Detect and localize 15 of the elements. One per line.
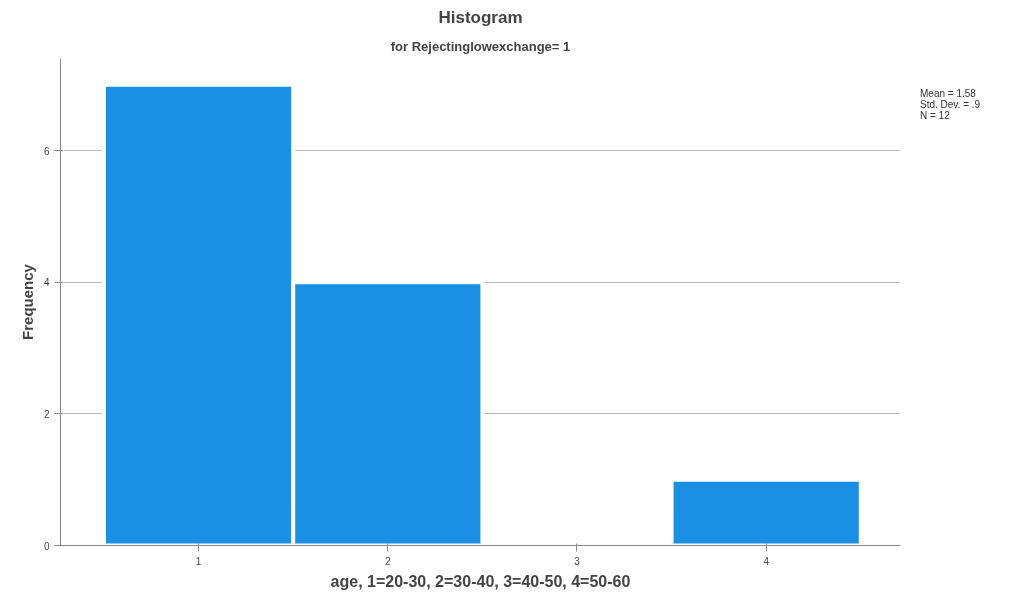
x-tick-label: 4 (763, 555, 770, 567)
y-tick-label: 6 (43, 145, 50, 157)
x-tick-label: 3 (574, 555, 581, 567)
text: Std. Dev. = .9 (920, 99, 981, 110)
chart-subtitle: for Rejectinglowexchange= 1 (390, 38, 571, 54)
y-tick-label: 0 (43, 540, 50, 552)
y-tick-label: 2 (43, 408, 50, 420)
text: Mean = 1.58 (920, 88, 977, 99)
y-axis-title: Frequency (18, 263, 36, 340)
x-tick-label: 1 (195, 555, 202, 567)
y-tick-label: 4 (43, 277, 50, 289)
text: N = 12 (920, 110, 951, 121)
chart-title: Histogram (438, 7, 523, 27)
x-tick-label: 2 (385, 555, 392, 567)
x-axis-title: age, 1=20-30, 2=30-40, 3=40-50, 4=50-60 (330, 572, 631, 590)
